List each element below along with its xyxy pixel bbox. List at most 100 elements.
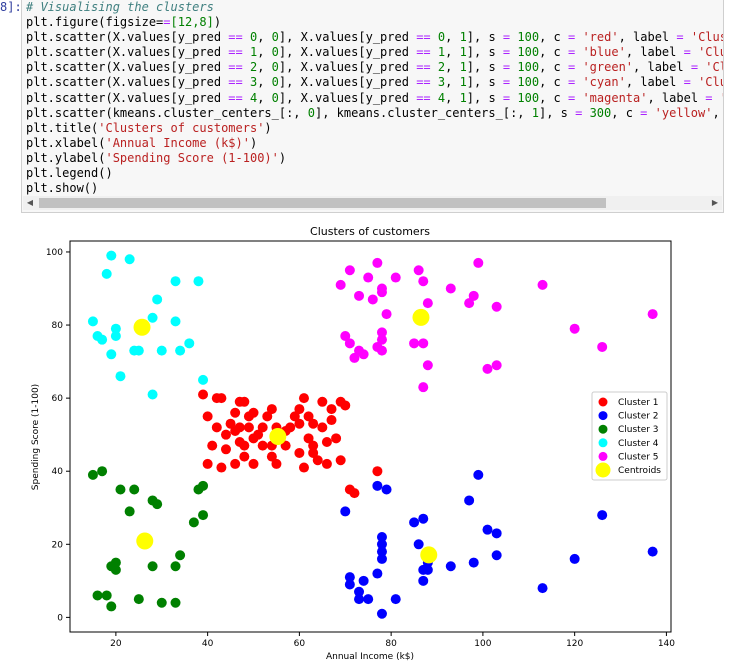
data-point bbox=[367, 294, 378, 305]
horizontal-scrollbar[interactable]: ◀ ▶ bbox=[23, 196, 722, 210]
code-token: 0 bbox=[271, 75, 279, 90]
data-point bbox=[354, 586, 365, 597]
code-token bbox=[691, 45, 698, 59]
code-token bbox=[582, 106, 589, 120]
data-point bbox=[422, 298, 433, 309]
code-token: 300 bbox=[589, 105, 612, 120]
data-point bbox=[363, 594, 374, 605]
code-token: = bbox=[683, 45, 691, 60]
y-tick-label: 80 bbox=[52, 321, 64, 331]
code-line[interactable]: plt.title('Clusters of customers') bbox=[26, 121, 723, 136]
data-point bbox=[335, 455, 346, 466]
data-point bbox=[349, 488, 360, 499]
code-line[interactable]: plt.figure(figsize==[12,8]) bbox=[26, 15, 723, 30]
code-line[interactable]: plt.scatter(kmeans.cluster_centers_[:, 0… bbox=[26, 106, 723, 121]
code-token bbox=[431, 91, 438, 105]
code-token: , label bbox=[618, 30, 677, 45]
code-line[interactable]: plt.legend() bbox=[26, 166, 723, 181]
code-token: ], s bbox=[466, 30, 503, 45]
code-line[interactable]: plt.scatter(X.values[y_pred == 3, 0], X.… bbox=[26, 75, 723, 90]
code-token: , label bbox=[633, 60, 691, 75]
code-token bbox=[431, 60, 438, 74]
code-token: , c bbox=[539, 30, 568, 45]
code-token: 100 bbox=[517, 60, 540, 75]
scrollbar-thumb[interactable] bbox=[39, 198, 606, 208]
data-point bbox=[537, 279, 548, 290]
data-point bbox=[115, 484, 126, 495]
code-token: = bbox=[683, 75, 691, 90]
code-token: 2 bbox=[249, 60, 258, 75]
plot-frame bbox=[69, 240, 672, 633]
code-token: 3 bbox=[437, 75, 446, 90]
data-point bbox=[289, 411, 300, 422]
code-line[interactable]: plt.scatter(X.values[y_pred == 4, 0], X.… bbox=[26, 91, 723, 106]
code-token: , bbox=[257, 30, 272, 45]
scroll-left-icon[interactable]: ◀ bbox=[26, 198, 34, 207]
code-line[interactable]: plt.scatter(X.values[y_pred == 2, 0], X.… bbox=[26, 60, 723, 75]
code-cell[interactable]: # Visualising the clusters plt.figure(fig… bbox=[21, 0, 724, 213]
code-token: 'Clust bbox=[698, 75, 723, 90]
data-point bbox=[216, 462, 227, 473]
code-token: , label bbox=[647, 90, 706, 105]
code-token: , c bbox=[539, 60, 568, 75]
data-point bbox=[381, 484, 392, 495]
data-point bbox=[344, 579, 355, 590]
data-point bbox=[409, 338, 420, 349]
code-token: [12,8] bbox=[170, 15, 214, 30]
data-point bbox=[136, 532, 154, 550]
code-line[interactable]: plt.xlabel('Annual Income (k$)') bbox=[26, 136, 723, 151]
data-point bbox=[331, 433, 342, 444]
code-token bbox=[243, 75, 250, 89]
code-token: 100 bbox=[517, 90, 540, 105]
code-token: 'Clust bbox=[698, 45, 723, 60]
code-token: = bbox=[502, 30, 511, 45]
code-token: 0 bbox=[271, 90, 279, 105]
x-tick-label: 120 bbox=[566, 639, 583, 649]
code-token: 1 bbox=[459, 60, 467, 75]
code-token: 'red' bbox=[582, 30, 619, 45]
code-token: ], X.values[y_pred bbox=[278, 45, 417, 60]
code-line[interactable]: plt.show() bbox=[26, 181, 723, 196]
code-token: == bbox=[228, 30, 243, 45]
data-point bbox=[597, 510, 608, 521]
data-point bbox=[175, 345, 186, 356]
code-line[interactable]: # Visualising the clusters bbox=[26, 0, 723, 15]
x-tick-label: 100 bbox=[474, 639, 491, 649]
code-token: 4 bbox=[249, 90, 258, 105]
data-point bbox=[147, 312, 158, 323]
code-editor[interactable]: # Visualising the clusters plt.figure(fig… bbox=[26, 0, 723, 196]
x-tick-label: 40 bbox=[202, 639, 214, 649]
code-token: = bbox=[567, 75, 576, 90]
code-token: ], kmeans.cluster_centers_[:, bbox=[315, 105, 532, 120]
data-point bbox=[473, 469, 484, 480]
data-point bbox=[597, 341, 608, 352]
code-token: 'Clus bbox=[705, 60, 723, 75]
code-line[interactable]: plt.scatter(X.values[y_pred == 0, 0], X.… bbox=[26, 30, 723, 45]
data-point bbox=[390, 594, 401, 605]
code-token: = bbox=[502, 45, 511, 60]
code-token: 1 bbox=[459, 90, 467, 105]
data-point bbox=[344, 338, 355, 349]
code-token: = bbox=[567, 30, 576, 45]
legend-marker bbox=[598, 424, 608, 434]
data-point bbox=[376, 546, 387, 557]
scroll-right-icon[interactable]: ▶ bbox=[711, 198, 719, 207]
code-token: plt.xlabel( bbox=[26, 135, 106, 150]
legend-label: Cluster 5 bbox=[618, 452, 659, 462]
code-token: 1 bbox=[249, 45, 258, 60]
scatter-chart: Clusters of customers 20 40 60 80 100 120 140 … bbox=[31, 225, 675, 662]
data-point bbox=[308, 447, 319, 458]
code-line[interactable]: plt.scatter(X.values[y_pred == 1, 0], X.… bbox=[26, 45, 723, 60]
code-token: 'Clusters of customers' bbox=[98, 120, 265, 135]
data-point bbox=[285, 422, 296, 433]
code-token: ], X.values[y_pred bbox=[278, 30, 417, 45]
code-line[interactable]: plt.ylabel('Spending Score (1-100)') bbox=[26, 151, 723, 166]
code-token: ) bbox=[278, 150, 287, 165]
data-point bbox=[390, 272, 401, 283]
data-point bbox=[188, 517, 199, 528]
legend-label: Cluster 4 bbox=[618, 439, 659, 449]
data-point bbox=[340, 331, 351, 342]
data-point bbox=[376, 539, 387, 550]
data-point bbox=[170, 276, 181, 287]
data-point bbox=[156, 345, 167, 356]
